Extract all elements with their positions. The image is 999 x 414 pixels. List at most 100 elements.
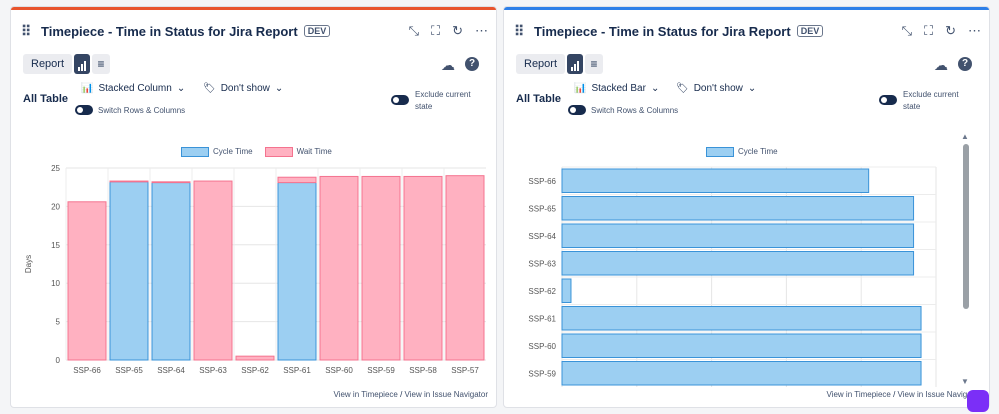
list-view-icon[interactable]: ≡ <box>585 54 604 74</box>
chart-scrollbar[interactable]: ▲ ▼ <box>961 132 969 387</box>
scroll-down-icon[interactable]: ▼ <box>961 377 969 386</box>
minimize-icon[interactable]: ⤡ <box>901 23 912 38</box>
chart-view-icon[interactable] <box>74 54 91 74</box>
help-icon[interactable]: ? <box>465 57 479 71</box>
refresh-icon[interactable]: ↻ <box>452 23 463 38</box>
tag-icon: 🏷 <box>203 83 216 94</box>
view-in-issue-navigator-link[interactable]: View in Issue Navigator <box>897 390 981 399</box>
dont-show-dropdown[interactable]: 🏷 Don't show ⌄ <box>676 83 756 94</box>
bar-chart-icon: 📊 <box>574 83 587 94</box>
exclude-label: Exclude current state <box>415 90 471 111</box>
y-tick-label: SSP-63 <box>528 259 556 268</box>
y-tick-label: SSP-61 <box>528 314 556 323</box>
dont-show-dropdown[interactable]: 🏷 Don't show ⌄ <box>203 83 283 94</box>
chart-type-label: Stacked Bar <box>591 83 646 94</box>
exclude-current-state[interactable]: Exclude current state <box>391 89 481 113</box>
help-icon[interactable]: ? <box>958 57 972 71</box>
y-tick-label: SSP-64 <box>528 232 556 241</box>
tag-icon: 🏷 <box>676 83 689 94</box>
chart-type-dropdown[interactable]: 📊 Stacked Bar ⌄ <box>574 83 659 94</box>
footer-separator: / <box>893 390 896 399</box>
x-tick-label: SSP-65 <box>115 366 143 375</box>
y-tick-label: SSP-65 <box>528 204 556 213</box>
legend-item-wait-time[interactable]: Wait Time <box>264 147 332 157</box>
cloud-download-icon[interactable]: ☁ <box>441 57 455 73</box>
chart-legend: Cycle Time Wait Time <box>181 147 332 157</box>
x-tick-label: SSP-58 <box>409 366 437 375</box>
bar-ssp-64-wait <box>151 181 191 184</box>
y-axis-label: Days <box>24 255 33 273</box>
bar-ssp-61-cycle <box>561 306 922 331</box>
dev-badge: DEV <box>796 25 824 37</box>
drag-handle-icon[interactable]: ⠿ <box>21 22 31 39</box>
bar-ssp-64-cycle <box>561 223 915 248</box>
table-selector[interactable]: All Table <box>23 93 69 105</box>
chevron-down-icon: ⌄ <box>274 83 284 94</box>
list-view-icon[interactable]: ≡ <box>92 54 111 74</box>
bar-ssp-65-wait <box>109 180 149 183</box>
switch-rows-columns[interactable]: Switch Rows & Columns <box>75 105 185 115</box>
fullscreen-icon[interactable]: ⛶ <box>430 23 441 38</box>
scroll-up-icon[interactable]: ▲ <box>961 132 969 141</box>
bar-ssp-60-cycle <box>561 333 922 358</box>
x-tick-label: SSP-62 <box>241 366 269 375</box>
bar-ssp-66-wait <box>67 201 107 361</box>
chevron-down-icon: ⌄ <box>747 83 757 94</box>
bar-ssp-58-wait <box>403 175 443 361</box>
chart-type-dropdown[interactable]: 📊 Stacked Column ⌄ <box>81 83 185 94</box>
y-tick-label: 15 <box>51 241 60 250</box>
bar-ssp-61-wait <box>277 176 317 184</box>
dont-show-label: Don't show <box>220 83 270 94</box>
bar-ssp-61-cycle <box>277 182 317 361</box>
exclude-current-state[interactable]: Exclude current state <box>879 89 969 113</box>
exclude-toggle[interactable] <box>879 95 897 105</box>
switch-toggle[interactable] <box>568 105 586 115</box>
panel-footer: View in Timepiece / View in Issue Naviga… <box>827 390 981 399</box>
footer-separator: / <box>400 390 403 399</box>
report-panel-bar: ⠿ Timepiece - Time in Status for Jira Re… <box>503 6 990 408</box>
report-button[interactable]: Report <box>516 54 566 74</box>
app-logo-icon[interactable] <box>967 390 989 412</box>
panel-title: Timepiece - Time in Status for Jira Repo… <box>534 23 791 39</box>
drag-handle-icon[interactable]: ⠿ <box>514 22 524 39</box>
switch-toggle[interactable] <box>75 105 93 115</box>
bar-ssp-66-cycle <box>561 168 870 193</box>
y-tick-label: 10 <box>51 279 60 288</box>
bar-ssp-59-wait <box>361 175 401 361</box>
view-in-timepiece-link[interactable]: View in Timepiece <box>826 390 891 399</box>
x-tick-label: SSP-66 <box>73 366 101 375</box>
view-toolbar: Report ≡ <box>516 54 604 74</box>
view-in-timepiece-link[interactable]: View in Timepiece <box>333 390 398 399</box>
bar-ssp-63-wait <box>193 180 233 361</box>
chart-type-label: Stacked Column <box>98 83 172 94</box>
switch-rows-columns[interactable]: Switch Rows & Columns <box>568 105 678 115</box>
view-in-issue-navigator-link[interactable]: View in Issue Navigator <box>404 390 488 399</box>
cloud-download-icon[interactable]: ☁ <box>934 57 948 73</box>
more-icon[interactable]: ⋯ <box>968 23 981 38</box>
legend-item-cycle-time[interactable]: Cycle Time <box>181 147 253 157</box>
report-panel-column: ⠿ Timepiece - Time in Status for Jira Re… <box>10 6 497 408</box>
scrollbar-thumb[interactable] <box>963 144 969 309</box>
refresh-icon[interactable]: ↻ <box>945 23 956 38</box>
chart-view-icon[interactable] <box>567 54 584 74</box>
y-tick-label: 0 <box>56 356 61 365</box>
minimize-icon[interactable]: ⤡ <box>408 23 419 38</box>
table-selector[interactable]: All Table <box>516 93 562 105</box>
exclude-label: Exclude current state <box>903 90 959 111</box>
more-icon[interactable]: ⋯ <box>475 23 488 38</box>
legend-item-cycle-time[interactable]: Cycle Time <box>706 147 778 157</box>
panel-title: Timepiece - Time in Status for Jira Repo… <box>41 23 298 39</box>
fullscreen-icon[interactable]: ⛶ <box>923 23 934 38</box>
x-tick-label: SSP-61 <box>283 366 311 375</box>
dev-badge: DEV <box>303 25 331 37</box>
panel-header: ⠿ Timepiece - Time in Status for Jira Re… <box>514 21 981 41</box>
report-button[interactable]: Report <box>23 54 73 74</box>
bar-ssp-63-cycle <box>561 251 915 276</box>
y-tick-label: SSP-62 <box>528 287 556 296</box>
chevron-down-icon: ⌄ <box>650 83 660 94</box>
switch-label: Switch Rows & Columns <box>98 105 186 115</box>
y-tick-label: 25 <box>51 164 60 173</box>
panel-accent-bar <box>504 7 989 10</box>
panel-header: ⠿ Timepiece - Time in Status for Jira Re… <box>21 21 488 41</box>
exclude-toggle[interactable] <box>391 95 409 105</box>
